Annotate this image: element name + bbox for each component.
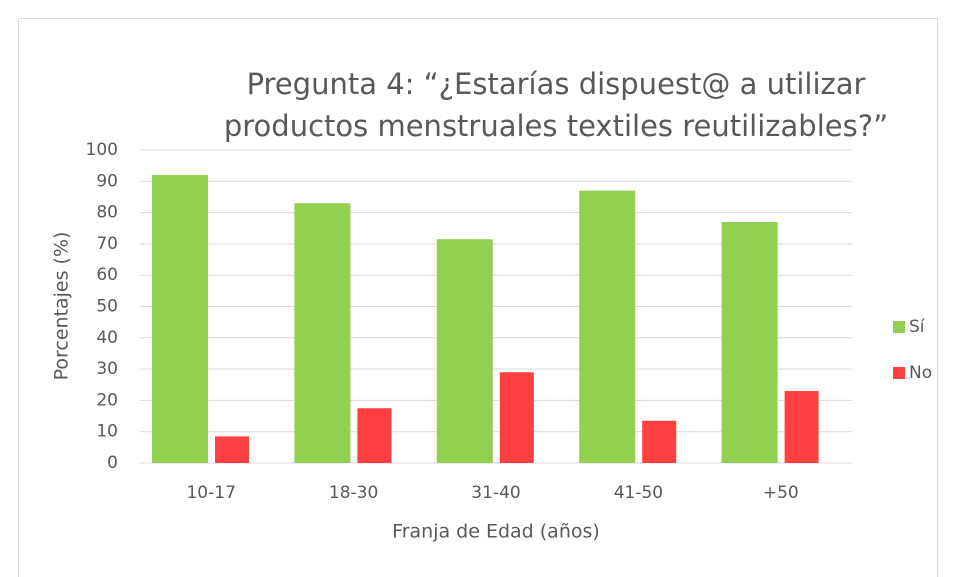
chart-title: Pregunta 4: “¿Estarías dispuest@ a utili…	[247, 67, 866, 101]
x-tick-label: 10-17	[186, 483, 235, 503]
x-tick-label: +50	[763, 483, 799, 503]
x-axis-title: Franja de Edad (años)	[392, 521, 600, 543]
y-tick-label: 0	[107, 453, 118, 473]
y-axis-title: Porcentajes (%)	[51, 232, 73, 381]
y-tick-label: 40	[96, 328, 118, 348]
bar	[642, 420, 677, 463]
bar	[152, 175, 208, 464]
y-tick-label: 50	[96, 297, 118, 317]
x-tick-label: 31-40	[471, 483, 520, 503]
bar	[784, 391, 819, 463]
chart-title: productos menstruales textiles reutiliza…	[224, 109, 888, 143]
y-tick-label: 30	[96, 359, 118, 379]
legend-label: No	[909, 363, 932, 383]
bar	[294, 203, 351, 463]
legend-swatch	[893, 321, 905, 333]
bar	[215, 436, 249, 463]
y-tick-label: 10	[96, 422, 118, 442]
bar	[436, 239, 493, 463]
bar	[579, 190, 636, 463]
legend-label: Sí	[909, 317, 926, 337]
bar	[499, 372, 534, 463]
bar	[357, 408, 392, 463]
x-tick-label: 18-30	[329, 483, 378, 503]
y-tick-label: 60	[96, 265, 118, 285]
bar	[721, 221, 778, 463]
y-tick-label: 100	[86, 140, 118, 160]
legend-swatch	[893, 367, 905, 379]
y-tick-label: 90	[96, 171, 118, 191]
chart-border	[18, 18, 938, 577]
x-tick-label: 41-50	[614, 483, 663, 503]
y-tick-label: 20	[96, 390, 118, 410]
y-tick-label: 70	[96, 234, 118, 254]
y-tick-label: 80	[96, 203, 118, 223]
